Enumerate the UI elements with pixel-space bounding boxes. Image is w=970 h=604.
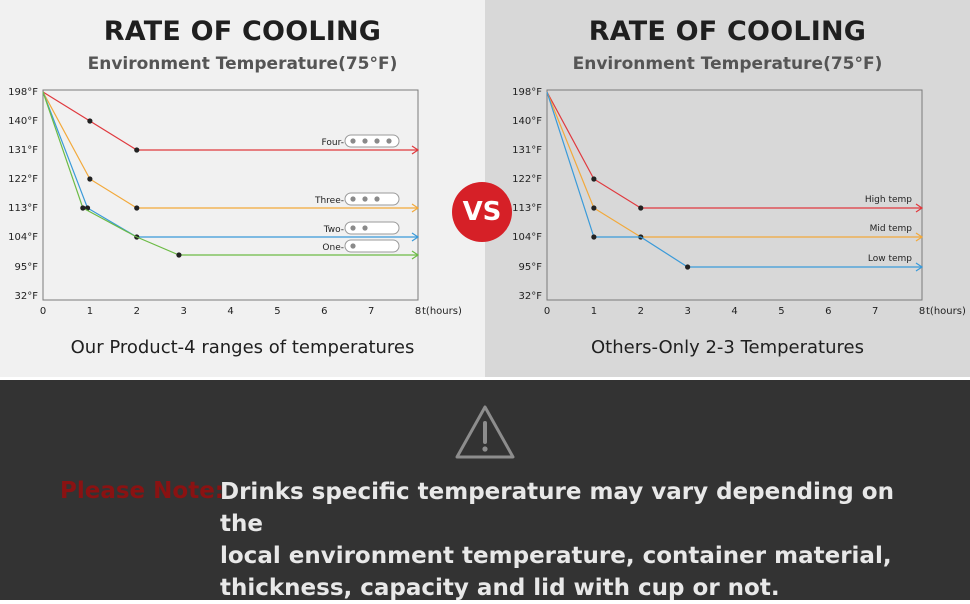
series-label: Low temp [868,254,912,264]
series-line-mid-temp [546,91,922,238]
y-tick-label: 32°F [15,291,39,302]
series-arrow [915,203,924,213]
y-tick-label: 140°F [512,116,542,127]
data-point [134,147,140,153]
chart-title: RATE OF COOLING [588,16,867,47]
note-section: Please Note: Drinks specific temperature… [0,380,970,601]
y-tick-label: 32°F [519,291,543,302]
y-tick-label: 104°F [8,232,38,243]
cooling-chart-ours: 198°F 140°F 131°F 122°F 113°F 104°F 95°F 32°F0 1… [8,87,462,317]
indicator-dot [350,225,356,231]
x-tick-label: 6 [321,306,327,317]
x-tick-label: 4 [731,306,737,317]
series-label: High temp [865,195,912,205]
chart-caption: Others-Only 2-3 Temperatures [591,337,864,358]
plot-frame [42,89,419,301]
x-tick-label: 2 [134,306,140,317]
indicator-dot [350,243,356,249]
series-arrow [915,232,924,242]
plot-frame [546,89,923,301]
y-tick-label: 122°F [512,174,542,185]
series-label: One- [322,243,344,253]
x-tick-label: 7 [368,306,374,317]
dot-indicator-pill [344,134,400,148]
series-line-three [42,91,418,209]
indicator-dot [374,138,380,144]
series-line-low-temp [546,91,922,268]
x-tick-label: 2 [638,306,644,317]
chart-caption: Our Product-4 ranges of temperatures [70,337,415,358]
chart-panel-ours: RATE OF COOLING Environment Temperature(… [0,0,485,377]
series-arrow [915,262,924,272]
series-arrow [411,232,420,242]
indicator-dot [350,138,356,144]
chart-title: RATE OF COOLING [103,16,382,47]
cooling-chart-others: 198°F 140°F 131°F 122°F 113°F 104°F 95°F 32°F0 1… [512,87,966,317]
indicator-dot [350,196,356,202]
warning-triangle-icon [455,405,515,459]
x-tick-label: 5 [778,306,784,317]
data-point [87,118,93,124]
note-prefix: Please Note: [60,478,224,504]
chart-subtitle: Environment Temperature(75°F) [87,54,398,74]
data-point [591,176,597,182]
x-tick-label: 1 [591,306,597,317]
chart-subtitle: Environment Temperature(75°F) [572,54,883,74]
note-text: Drinks specific temperature may vary dep… [220,479,894,601]
chart-panel-others: RATE OF COOLING Environment Temperature(… [485,0,970,377]
y-tick-label: 104°F [512,232,542,243]
series-label: Mid temp [870,224,913,234]
x-tick-label: 7 [872,306,878,317]
series-line-one [42,91,418,256]
indicator-dot [362,196,368,202]
y-tick-label: 131°F [512,145,542,156]
indicator-dot [362,138,368,144]
data-point [80,205,86,211]
series-label: Three- [314,196,344,206]
y-tick-label: 198°F [512,87,542,98]
x-tick-label: 8 [919,306,925,317]
data-point [176,252,182,258]
x-axis-label: t(hours) [422,306,462,317]
x-tick-label: 0 [544,306,550,317]
y-tick-label: 113°F [512,203,542,214]
dot-indicator-pill [344,192,400,206]
dot-indicator-pill [344,221,400,235]
series-arrow [411,145,420,155]
dot-indicator-pill [344,239,400,253]
x-axis-label: t(hours) [926,306,966,317]
series-line-two [42,91,418,238]
data-point [591,234,597,240]
x-tick-label: 3 [684,306,690,317]
data-point [134,205,140,211]
series-line-high-temp [546,91,922,209]
y-tick-label: 131°F [8,145,38,156]
x-tick-label: 1 [87,306,93,317]
y-tick-label: 95°F [15,262,39,273]
series-label: Four- [322,138,344,148]
indicator-dot [386,138,392,144]
x-tick-label: 5 [274,306,280,317]
data-point [638,205,644,211]
x-tick-label: 4 [227,306,233,317]
series-line-four [42,91,418,151]
indicator-dot [362,225,368,231]
data-point [685,264,691,270]
x-tick-label: 6 [825,306,831,317]
series-label: Two- [323,225,344,235]
x-tick-label: 0 [40,306,46,317]
x-tick-label: 8 [415,306,421,317]
data-point [591,205,597,211]
x-tick-label: 3 [180,306,186,317]
y-tick-label: 140°F [8,116,38,127]
y-tick-label: 113°F [8,203,38,214]
series-arrow [411,250,420,260]
indicator-dot [374,196,380,202]
y-tick-label: 122°F [8,174,38,185]
y-tick-label: 198°F [8,87,38,98]
series-arrow [411,203,420,213]
data-point [87,176,93,182]
y-tick-label: 95°F [519,262,543,273]
vs-badge: VS [452,182,512,242]
